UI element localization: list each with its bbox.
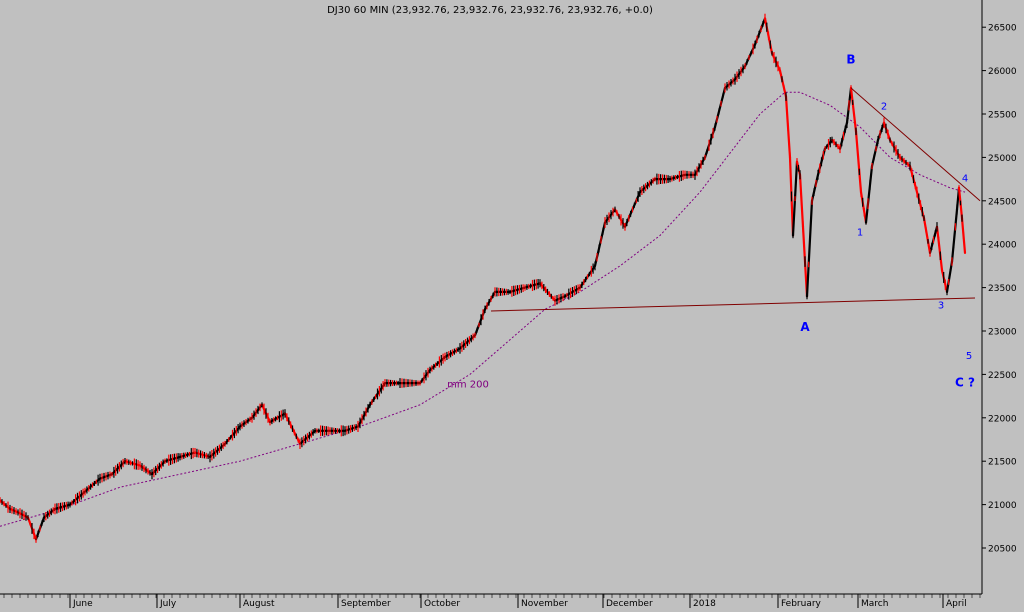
price-segment bbox=[859, 191, 868, 224]
x-tick-label: October bbox=[424, 599, 460, 608]
wave-label: 3 bbox=[938, 300, 944, 311]
y-tick-label: 23500 bbox=[988, 284, 1017, 294]
wave-label: B bbox=[846, 53, 855, 67]
price-segment bbox=[950, 208, 959, 263]
x-tick-label: December bbox=[606, 599, 653, 608]
price-segment bbox=[922, 217, 932, 254]
price-segment bbox=[876, 121, 886, 142]
y-tick-label: 23000 bbox=[988, 328, 1017, 338]
price-segment bbox=[935, 225, 944, 272]
y-tick-label: 20500 bbox=[988, 545, 1017, 555]
price-segment bbox=[870, 138, 880, 168]
price-segment bbox=[805, 199, 814, 298]
price-segment bbox=[864, 165, 874, 224]
y-tick-label: 26500 bbox=[988, 24, 1017, 34]
price-segment bbox=[945, 260, 954, 293]
wave-label: 5 bbox=[966, 351, 972, 362]
x-tick-label: February bbox=[781, 599, 822, 608]
x-tick-label: September bbox=[341, 599, 391, 608]
price-segment bbox=[854, 130, 863, 194]
y-tick-label: 25500 bbox=[988, 111, 1017, 121]
wave-label: C ? bbox=[955, 376, 975, 390]
y-tick-label: 24000 bbox=[988, 241, 1017, 251]
wave-label: 1 bbox=[857, 228, 863, 239]
wave-label: 2 bbox=[881, 102, 887, 113]
wave-label: A bbox=[800, 320, 810, 334]
price-segment bbox=[940, 269, 949, 293]
wave-label: 4 bbox=[962, 174, 968, 185]
chart-title: DJ30 60 MIN (23,932.76, 23,932.76, 23,93… bbox=[327, 5, 653, 16]
x-tick-label: June bbox=[72, 599, 93, 608]
mm200-line bbox=[0, 91, 966, 527]
price-segment bbox=[778, 69, 788, 98]
y-tick-label: 21500 bbox=[988, 458, 1017, 468]
x-tick-label: July bbox=[159, 599, 177, 608]
y-tick-label: 22000 bbox=[988, 414, 1017, 424]
support-trendline bbox=[490, 297, 976, 312]
x-tick-label: August bbox=[243, 599, 275, 608]
y-tick-label: 24500 bbox=[988, 197, 1017, 207]
x-tick-label: November bbox=[521, 599, 568, 608]
price-segment bbox=[882, 121, 892, 142]
price-segment bbox=[849, 86, 858, 133]
mm200-label: mm 200 bbox=[447, 379, 489, 390]
y-tick-label: 21000 bbox=[988, 501, 1017, 511]
price-segment bbox=[810, 173, 820, 202]
y-tick-label: 22500 bbox=[988, 371, 1017, 381]
x-tick-label: April bbox=[946, 599, 967, 608]
x-tick-label: March bbox=[861, 599, 888, 608]
y-tick-label: 25000 bbox=[988, 154, 1017, 164]
y-tick-label: 26000 bbox=[988, 67, 1017, 77]
x-tick-label: 2018 bbox=[693, 599, 716, 608]
resistance-trendline bbox=[850, 87, 981, 202]
